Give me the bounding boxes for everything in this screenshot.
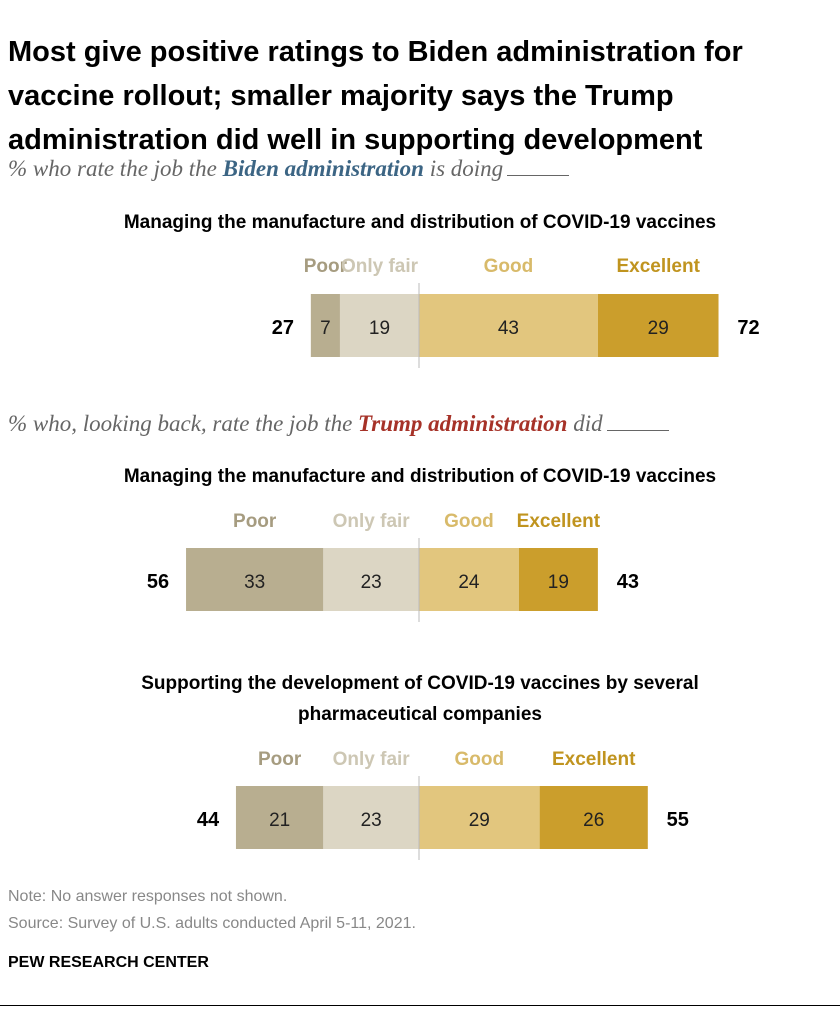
panel-1-value-only-fair: 19 xyxy=(369,318,390,339)
panel-2-net-negative: 56 xyxy=(147,571,169,593)
panel-3-value-only-fair: 23 xyxy=(361,810,382,831)
bottom-rule xyxy=(0,1005,840,1006)
panel-2-net-positive: 43 xyxy=(617,571,639,593)
panel-3-bar-only-fair xyxy=(323,786,419,849)
panel-2-bar-poor xyxy=(186,548,324,611)
panel-2-bar-excellent xyxy=(518,548,598,611)
panel-3-bar-poor xyxy=(235,786,324,849)
panel-3-value-good: 29 xyxy=(469,810,490,831)
biden-subtitle: % who rate the job the Biden administrat… xyxy=(8,156,570,182)
panel-2-label-poor: Poor xyxy=(233,511,277,532)
panel-1-bar-only-fair xyxy=(339,294,419,357)
panel-3-value-excellent: 26 xyxy=(583,810,604,831)
panel-3-value-poor: 21 xyxy=(269,810,290,831)
panel-2-label-only-fair: Only fair xyxy=(333,511,411,532)
panel-2-value-excellent: 19 xyxy=(548,572,569,593)
panel-1-label-good: Good xyxy=(484,256,534,277)
chart-title: Most give positive ratings to Biden admi… xyxy=(8,36,743,156)
panel-1-label-only-fair: Only fair xyxy=(341,256,419,277)
trump-subtitle: % who, looking back, rate the job the Tr… xyxy=(8,411,669,437)
panel-1-label-poor: Poor xyxy=(304,256,348,277)
biden-administration-label: Biden administration xyxy=(222,156,424,181)
panel-2-label-good: Good xyxy=(444,511,494,532)
footer-note: Note: No answer responses not shown. xyxy=(8,888,288,905)
footer-source: Source: Survey of U.S. adults conducted … xyxy=(8,915,416,932)
panel-3-label-only-fair: Only fair xyxy=(333,749,411,770)
panel-3-net-negative: 44 xyxy=(197,809,220,831)
panel-1-bar-excellent xyxy=(597,294,719,357)
panel-1-bar-good xyxy=(419,294,598,357)
panel-2-title-line-1: Managing the manufacture and distributio… xyxy=(124,466,716,487)
biden-blank-line xyxy=(507,157,570,176)
panel-3-label-poor: Poor xyxy=(258,749,302,770)
panel-2-bar-good xyxy=(419,548,519,611)
panel-3-title-line-1: Supporting the development of COVID-19 v… xyxy=(141,673,699,694)
panel-1-value-good: 43 xyxy=(498,318,519,339)
panel-1-value-excellent: 29 xyxy=(648,318,669,339)
panel-1-net-positive: 72 xyxy=(737,317,759,339)
biden-subtitle-suffix: is doing xyxy=(423,156,504,181)
panel-2-value-only-fair: 23 xyxy=(361,572,382,593)
panel-3-bar-good xyxy=(419,786,540,849)
panel-3-bar-excellent xyxy=(539,786,648,849)
panel-1-value-poor: 7 xyxy=(320,318,331,339)
panel-3-title-line-2: pharmaceutical companies xyxy=(298,704,542,725)
trump-subtitle-prefix: % who, looking back, rate the job the xyxy=(8,411,359,436)
trump-blank-line xyxy=(606,412,669,431)
panel-1-title-line-1: Managing the manufacture and distributio… xyxy=(124,212,716,233)
panel-3-label-good: Good xyxy=(455,749,505,770)
pew-brand: PEW RESEARCH CENTER xyxy=(8,954,209,971)
trump-subtitle-suffix: did xyxy=(567,411,603,436)
panel-2-value-good: 24 xyxy=(458,572,480,593)
panel-2-value-poor: 33 xyxy=(244,572,265,593)
panel-3-label-excellent: Excellent xyxy=(552,749,636,770)
panel-2-bar-only-fair xyxy=(323,548,419,611)
panel-3-net-positive: 55 xyxy=(667,809,689,831)
panel-1-net-negative: 27 xyxy=(272,317,294,339)
biden-subtitle-prefix: % who rate the job the xyxy=(8,156,223,181)
panel-2-label-excellent: Excellent xyxy=(517,511,601,532)
panel-1-label-excellent: Excellent xyxy=(616,256,700,277)
trump-administration-label: Trump administration xyxy=(358,411,568,436)
panel-1-bar-poor xyxy=(310,294,340,357)
